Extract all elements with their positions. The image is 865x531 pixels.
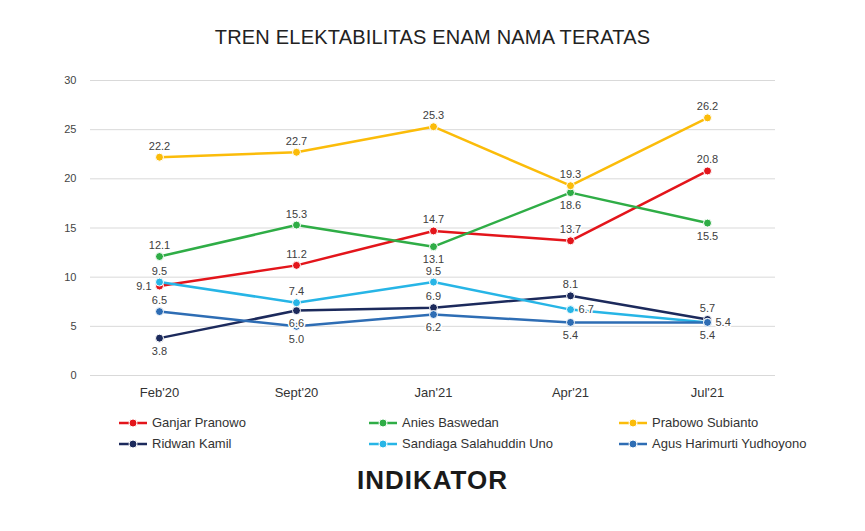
svg-text:9.5: 9.5 [426, 265, 441, 277]
svg-text:25: 25 [64, 123, 76, 135]
svg-text:15: 15 [64, 222, 76, 234]
svg-text:6.7: 6.7 [579, 303, 594, 315]
svg-text:5.4: 5.4 [563, 329, 578, 341]
svg-text:Jan'21: Jan'21 [415, 385, 453, 400]
svg-text:19.3: 19.3 [560, 168, 581, 180]
html-text:Ridwan Kamil: Ridwan Kamil [152, 436, 232, 451]
svg-text:20.8: 20.8 [697, 153, 718, 165]
html-text:Agus Harimurti Yudhoyono: Agus Harimurti Yudhoyono [652, 436, 807, 451]
html-text:Anies Baswedan: Anies Baswedan [402, 415, 499, 430]
html-text:Ganjar Pranowo: Ganjar Pranowo [152, 415, 246, 430]
svg-text:11.2: 11.2 [286, 248, 307, 260]
svg-text:5.0: 5.0 [289, 333, 304, 345]
svg-text:5.4: 5.4 [716, 316, 731, 328]
svg-text:15.5: 15.5 [697, 230, 718, 242]
svg-text:Feb'20: Feb'20 [140, 385, 179, 400]
svg-text:9.5: 9.5 [152, 265, 167, 277]
html-text:TREN ELEKTABILITAS ENAM NAMA T: TREN ELEKTABILITAS ENAM NAMA TERATAS [214, 26, 651, 48]
svg-text:30: 30 [64, 74, 76, 86]
svg-text:6.5: 6.5 [152, 294, 167, 306]
svg-text:22.7: 22.7 [286, 135, 307, 147]
svg-text:Sept'20: Sept'20 [275, 385, 319, 400]
svg-text:13.1: 13.1 [423, 253, 444, 265]
html-text:Sandiaga Salahuddin Uno: Sandiaga Salahuddin Uno [402, 436, 554, 451]
svg-text:12.1: 12.1 [149, 239, 170, 251]
svg-text:Jul'21: Jul'21 [691, 385, 725, 400]
html-text:INDIKATOR: INDIKATOR [357, 465, 508, 495]
svg-text:6.9: 6.9 [426, 290, 441, 302]
svg-text:3.8: 3.8 [152, 345, 167, 357]
svg-text:8.1: 8.1 [563, 278, 578, 290]
svg-text:15.3: 15.3 [286, 208, 307, 220]
svg-text:5.7: 5.7 [700, 302, 715, 314]
svg-text:5: 5 [70, 320, 76, 332]
svg-text:7.4: 7.4 [289, 285, 304, 297]
svg-text:14.7: 14.7 [423, 213, 444, 225]
html-text:Prabowo Subianto: Prabowo Subianto [652, 415, 759, 430]
svg-text:13.7: 13.7 [560, 223, 581, 235]
svg-text:25.3: 25.3 [423, 109, 444, 121]
svg-text:18.6: 18.6 [560, 199, 581, 211]
svg-text:5.4: 5.4 [700, 329, 715, 341]
svg-text:10: 10 [64, 271, 76, 283]
svg-text:6.6: 6.6 [289, 317, 304, 329]
svg-text:0: 0 [70, 369, 76, 381]
svg-text:20: 20 [64, 172, 76, 184]
svg-text:Apr'21: Apr'21 [552, 385, 589, 400]
svg-text:9.1: 9.1 [136, 280, 151, 292]
svg-text:26.2: 26.2 [697, 100, 718, 112]
svg-text:6.2: 6.2 [426, 321, 441, 333]
svg-text:22.2: 22.2 [149, 140, 170, 152]
